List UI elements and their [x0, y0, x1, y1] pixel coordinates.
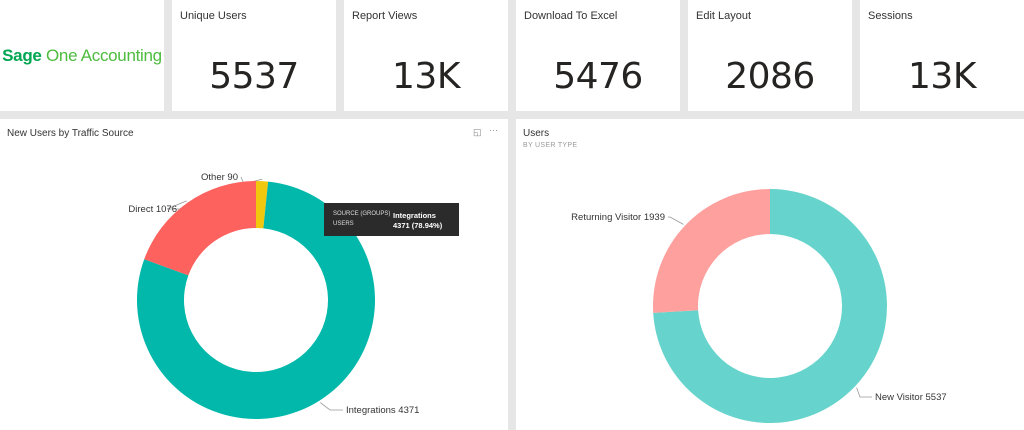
kpi-value: 5537: [209, 56, 299, 97]
kpi-value: 13K: [392, 56, 460, 97]
chart-tooltip: SOURCE (GROUPS) Integrations USERS 4371 (7…: [324, 203, 459, 236]
brand-logo: Sage One Accounting: [2, 46, 162, 66]
donut-slice-new-visitor[interactable]: [653, 189, 887, 424]
more-options-icon[interactable]: ···: [489, 125, 498, 135]
donut-leader-line: [166, 200, 187, 210]
donut-slice-other[interactable]: [256, 181, 269, 229]
donut-slice-direct[interactable]: [144, 181, 256, 276]
traffic-source-chart-title: New Users by Traffic Source: [7, 128, 134, 139]
kpi-label: Download To Excel: [524, 10, 618, 22]
donut-slice-integrations[interactable]: [137, 181, 376, 419]
tooltip-value-1: Integrations: [393, 211, 436, 220]
donut-data-label: New Visitor 5537: [875, 392, 947, 403]
tooltip-value-2: 4371 (78.94%): [393, 221, 443, 230]
user-type-chart-subtitle: BY USER TYPE: [523, 142, 578, 149]
donut-data-label: Other 90: [201, 172, 238, 183]
kpi-card-unique-users[interactable]: Unique Users 5537: [172, 0, 336, 111]
kpi-card-download-to-excel[interactable]: Download To Excel 5476: [516, 0, 680, 111]
kpi-card-edit-layout[interactable]: Edit Layout 2086: [688, 0, 852, 111]
tooltip-key-2: USERS: [333, 221, 354, 227]
donut-data-label: Integrations 4371: [346, 405, 419, 416]
donut-leader-line: [856, 387, 872, 398]
kpi-card-sessions[interactable]: Sessions 13K: [860, 0, 1024, 111]
donut-leader-line: [668, 216, 684, 225]
focus-mode-icon[interactable]: ◱: [473, 127, 482, 137]
user-type-chart-title: Users: [523, 128, 550, 139]
donut-data-label: Returning Visitor 1939: [571, 212, 665, 223]
brand-logo-rest: One Accounting: [41, 45, 162, 65]
kpi-label: Edit Layout: [696, 10, 752, 22]
donut-data-label: Direct 1076: [128, 204, 177, 215]
donut-slice-returning-visitor[interactable]: [653, 189, 770, 313]
donut-leader-line: [319, 402, 343, 411]
brand-logo-sage: Sage: [2, 45, 42, 65]
kpi-value: 5476: [553, 56, 643, 97]
kpi-label: Unique Users: [180, 10, 247, 22]
kpi-label: Report Views: [352, 10, 418, 22]
kpi-value: 13K: [908, 56, 976, 97]
kpi-value: 2086: [725, 56, 815, 97]
tooltip-key-1: SOURCE (GROUPS): [333, 211, 391, 217]
kpi-card-report-views[interactable]: Report Views 13K: [344, 0, 508, 111]
kpi-label: Sessions: [868, 10, 913, 22]
brand-logo-tile: Sage One Accounting: [0, 0, 164, 111]
